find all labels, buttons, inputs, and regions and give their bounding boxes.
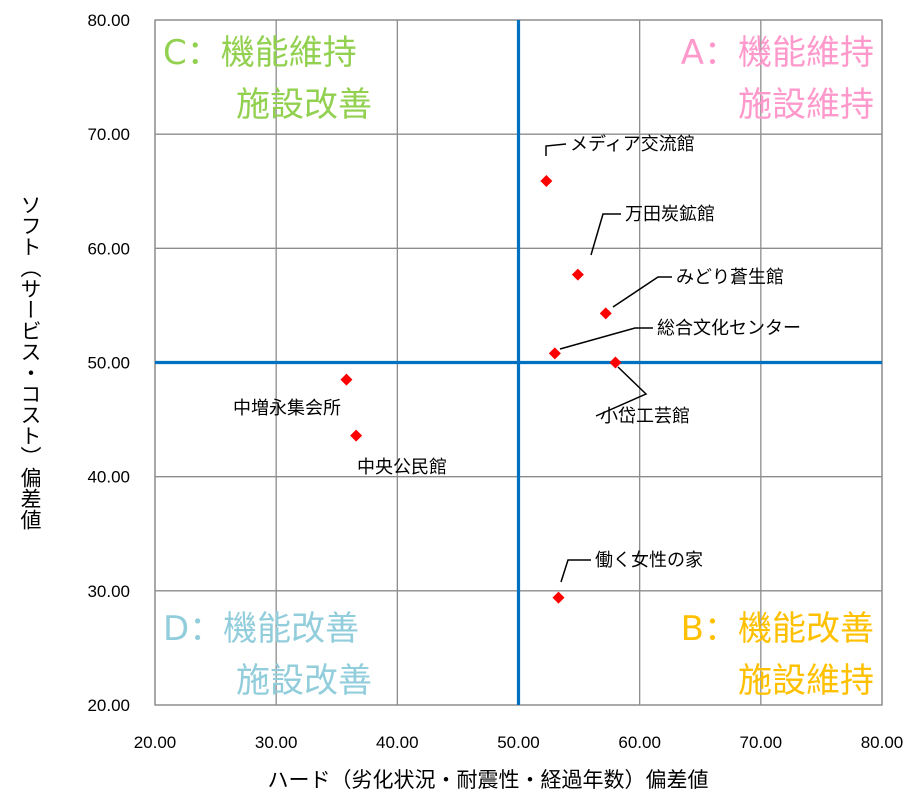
point-label: 万田炭鉱館 [625,204,715,225]
quadrant-b-line2: 施設維持 [738,661,874,701]
quadrant-a-line1: A：機能維持 [681,33,874,73]
point-label: 働く女性の家 [595,550,703,571]
point-label: 小岱工芸館 [600,406,690,427]
point-label: 中増永集会所 [233,398,341,419]
quadrant-c-line2: 施設改善 [236,85,372,125]
y-tick-label: 50.00 [87,354,130,373]
y-tick-label: 40.00 [87,468,130,487]
x-tick-label: 40.00 [376,733,419,752]
leader-line [545,143,567,156]
x-tick-label: 60.00 [618,733,661,752]
quadrant-d-line1: D：機能改善 [163,609,359,649]
data-point [571,268,584,281]
y-axis-label-group: ソフト（サービス・コスト）偏差値 [18,194,42,530]
quadrant-a-line2: 施設維持 [738,85,874,125]
y-tick-labels: 20.00 30.00 40.00 50.00 60.00 70.00 80.00 [87,11,130,715]
quadrant-c-line1: C：機能維持 [163,33,357,73]
data-point [350,429,363,442]
y-tick-label: 30.00 [87,582,130,601]
x-tick-label: 30.00 [255,733,298,752]
x-tick-label: 70.00 [740,733,783,752]
y-axis-label: ソフト（サービス・コスト）偏差値 [18,194,42,530]
x-tick-label: 80.00 [861,733,904,752]
y-tick-label: 70.00 [87,125,130,144]
quadrant-b-line1: B：機能改善 [681,609,874,649]
y-tick-label: 80.00 [87,11,130,30]
leader-line [559,327,653,350]
data-point [548,347,561,360]
leader-line [560,559,591,583]
leader-line [612,276,672,308]
y-tick-label: 60.00 [87,239,130,258]
point-label: メディア交流館 [570,134,695,155]
data-point [552,591,565,604]
quadrant-d-line2: 施設改善 [236,661,372,701]
leader-line [595,366,648,417]
data-point [599,307,612,320]
data-point [540,174,553,187]
x-tick-labels: 20.00 30.00 40.00 50.00 60.00 70.00 80.00 [134,733,904,752]
point-label: 総合文化センター [657,318,801,339]
leader-lines [545,143,672,583]
data-point [340,373,353,386]
y-tick-label: 20.00 [87,696,130,715]
data-point [609,356,622,369]
x-axis-label: ハード（劣化状況・耐震性・経過年数）偏差値 [268,768,709,792]
leader-line [590,213,621,256]
point-label: みどり蒼生館 [676,267,784,288]
reference-lines [155,20,882,705]
data-points [340,174,622,604]
x-tick-label: 50.00 [497,733,540,752]
point-label: 中央公民館 [357,457,447,478]
x-tick-label: 20.00 [134,733,177,752]
